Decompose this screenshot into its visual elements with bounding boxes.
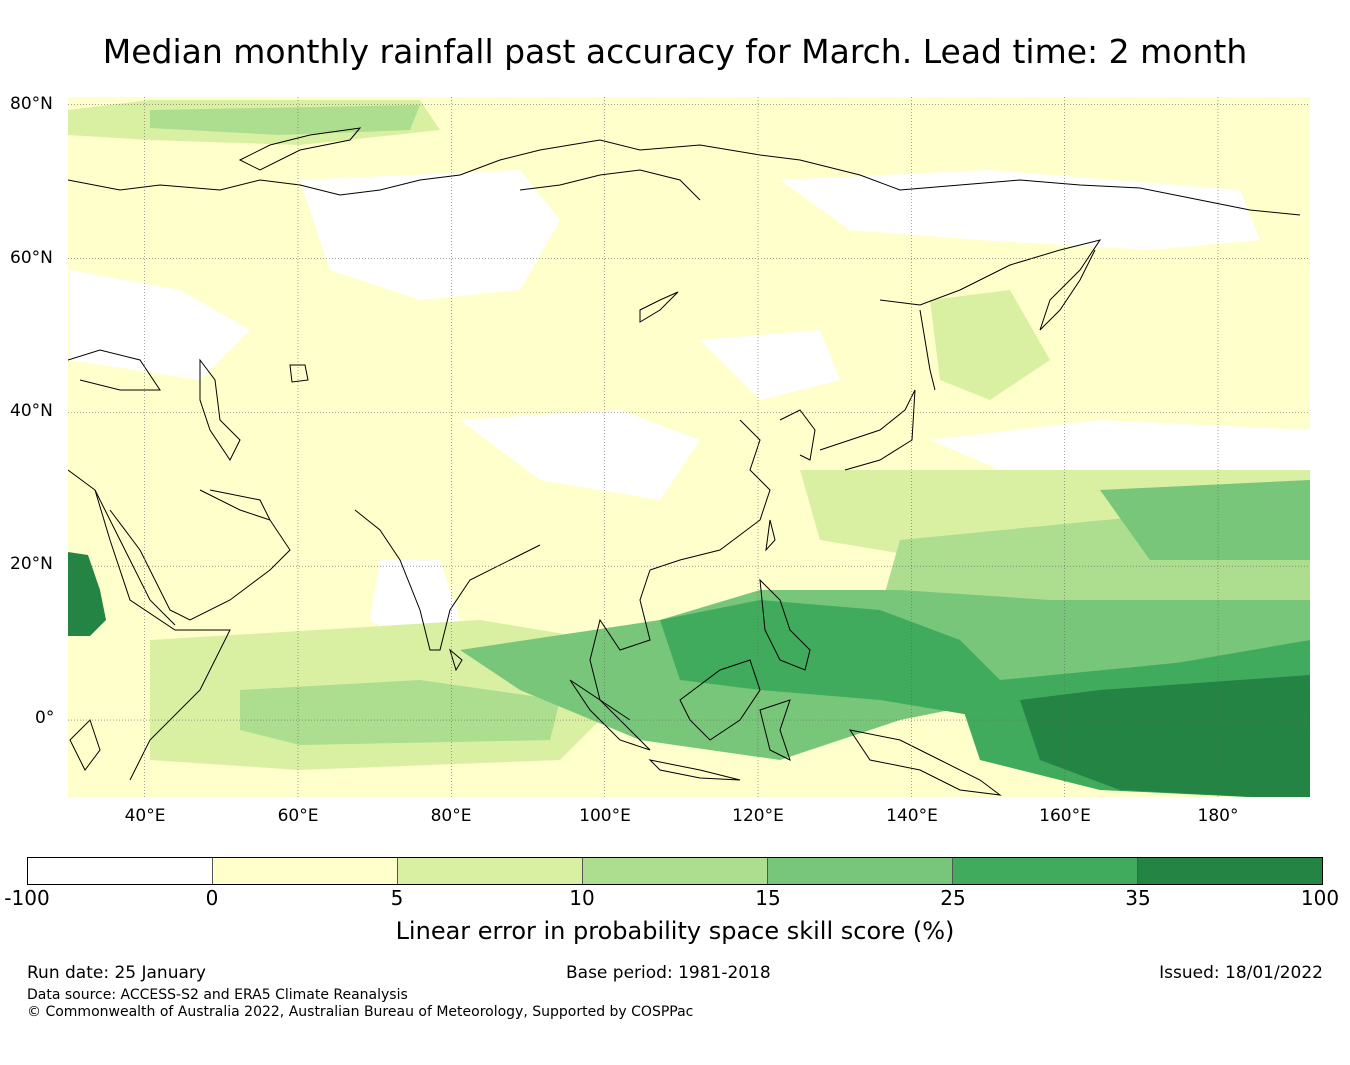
colorbar-label: Linear error in probability space skill … xyxy=(395,917,955,945)
region-dark-africa xyxy=(68,552,106,636)
region-white-west xyxy=(70,270,250,380)
lon-label-160e: 160°E xyxy=(1039,806,1091,826)
coastline-black-sea xyxy=(68,349,161,391)
coastline-caspian xyxy=(199,358,241,461)
coastline-persian-gulf xyxy=(209,489,271,521)
coastline-red-sea xyxy=(94,489,176,626)
coastline-java xyxy=(648,759,741,781)
colorbar-segment xyxy=(213,858,398,884)
run-date: Run date: 25 January xyxy=(27,963,206,983)
lon-label-140e: 140°E xyxy=(886,806,938,826)
coastline-sakhalin xyxy=(919,309,936,391)
colorbar-tick-label: 100 xyxy=(1300,886,1340,910)
colorbar-segment xyxy=(953,858,1138,884)
region-mid-indian xyxy=(240,680,560,745)
lon-label-120e: 120°E xyxy=(732,806,784,826)
region-mid-arctic xyxy=(150,105,420,135)
coastline-india xyxy=(354,509,541,651)
coastline-kamchatka xyxy=(1039,249,1096,331)
coastline-taimyr xyxy=(519,169,701,201)
coastline-new-guinea xyxy=(848,729,1002,796)
copyright: © Commonwealth of Australia 2022, Austra… xyxy=(27,1004,694,1020)
coastline-philippines xyxy=(759,578,811,671)
region-white-pacific xyxy=(930,420,1310,480)
colorbar-tick-label: 25 xyxy=(940,886,966,910)
lon-label-180: 180° xyxy=(1197,806,1239,826)
region-white-tibet xyxy=(460,410,700,500)
skill-regions xyxy=(68,100,1310,797)
lon-label-60e: 60°E xyxy=(277,806,319,826)
coastline-borneo xyxy=(679,659,761,741)
chart-title: Median monthly rainfall past accuracy fo… xyxy=(102,32,1248,71)
base-period: Base period: 1981-2018 xyxy=(566,963,771,983)
data-source: Data source: ACCESS-S2 and ERA5 Climate … xyxy=(27,987,408,1003)
coastline-aral xyxy=(289,364,309,383)
lat-label-20n: 20°N xyxy=(10,554,53,574)
issued-date: Issued: 18/01/2022 xyxy=(1159,963,1323,983)
colorbar-segment xyxy=(1138,858,1322,884)
colorbar-tick-label: 15 xyxy=(755,886,781,910)
lon-label-40e: 40°E xyxy=(124,806,166,826)
lat-label-40n: 40°N xyxy=(10,401,53,421)
coastline-okhotsk xyxy=(879,239,1102,331)
colorbar-tick-label: 10 xyxy=(569,886,595,910)
colorbar-tick-label: -100 xyxy=(4,886,50,910)
coastline-madagascar-edge xyxy=(69,719,101,771)
coastline-africa-east xyxy=(68,469,231,781)
region-white-mongolia xyxy=(700,330,840,400)
lat-label-80n: 80°N xyxy=(10,94,53,114)
lon-label-100e: 100°E xyxy=(579,806,631,826)
coastline-arctic-europe xyxy=(68,139,1301,216)
lat-label-60n: 60°N xyxy=(10,248,53,268)
coastline-indochina xyxy=(589,569,651,721)
colorbar-tick-label: 0 xyxy=(205,886,219,910)
colorbar-tick-label: 5 xyxy=(390,886,404,910)
graticule xyxy=(68,97,1310,797)
region-dark-pacific xyxy=(1020,675,1310,797)
region-light-east xyxy=(930,290,1050,400)
region-white-north xyxy=(300,170,560,300)
lon-label-80e: 80°E xyxy=(430,806,472,826)
colorbar xyxy=(27,857,1323,885)
coastline-arabia xyxy=(109,489,291,621)
colorbar-tick-label: 35 xyxy=(1125,886,1151,910)
coastline-novaya-zemlya xyxy=(238,127,362,171)
coastline-korea xyxy=(779,409,816,461)
coastline-sri-lanka xyxy=(449,648,463,672)
coastline-baikal xyxy=(639,291,679,323)
colorbar-segment xyxy=(768,858,953,884)
coastlines xyxy=(68,127,1301,796)
coastline-taiwan xyxy=(765,519,776,552)
colorbar-segment xyxy=(583,858,768,884)
colorbar-segment xyxy=(28,858,213,884)
coastline-japan xyxy=(819,389,916,471)
coastline-china xyxy=(649,419,771,571)
skill-score-map xyxy=(68,97,1310,797)
coastline-sumatra xyxy=(569,679,651,751)
colorbar-segment xyxy=(398,858,583,884)
lat-label-0: 0° xyxy=(35,708,55,728)
coastline-sulawesi xyxy=(759,699,791,761)
region-green-pacific-north xyxy=(1100,480,1310,560)
